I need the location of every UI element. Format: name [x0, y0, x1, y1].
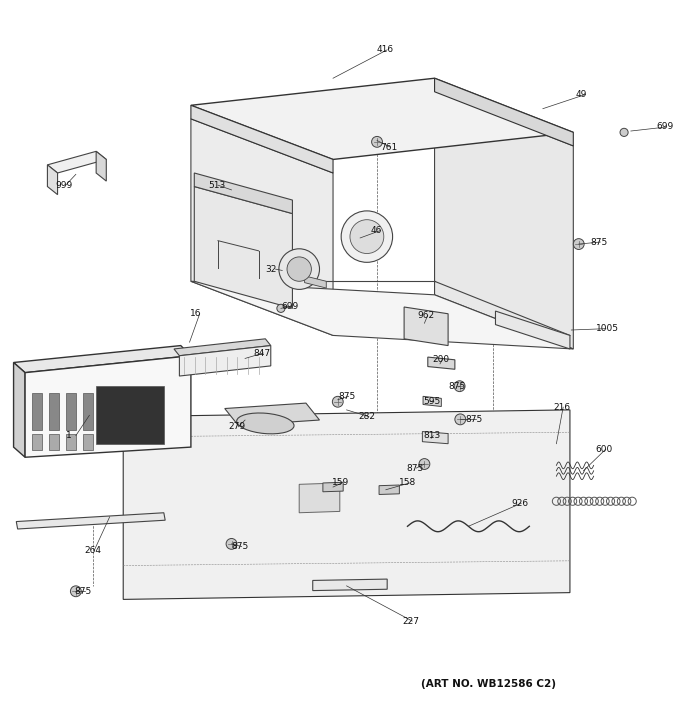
- Text: (ART NO. WB12586 C2): (ART NO. WB12586 C2): [421, 679, 556, 689]
- Polygon shape: [191, 105, 333, 173]
- Circle shape: [287, 257, 311, 281]
- Polygon shape: [194, 173, 292, 214]
- Polygon shape: [180, 346, 271, 376]
- Text: 46: 46: [371, 226, 381, 235]
- Bar: [32, 434, 42, 450]
- Circle shape: [71, 586, 81, 597]
- Text: 875: 875: [590, 238, 607, 247]
- Text: 49: 49: [575, 90, 587, 99]
- Circle shape: [279, 249, 320, 289]
- Polygon shape: [404, 307, 448, 346]
- Text: 875: 875: [339, 392, 356, 401]
- Circle shape: [277, 304, 285, 312]
- Text: 600: 600: [596, 444, 613, 454]
- Text: 962: 962: [418, 310, 435, 320]
- Polygon shape: [48, 152, 106, 173]
- Polygon shape: [305, 276, 326, 288]
- Text: 227: 227: [402, 616, 419, 626]
- Text: 200: 200: [432, 355, 449, 364]
- Bar: [82, 393, 92, 430]
- Bar: [96, 386, 164, 444]
- Polygon shape: [194, 186, 292, 308]
- Polygon shape: [191, 281, 573, 349]
- Ellipse shape: [237, 413, 294, 434]
- Bar: [82, 434, 92, 450]
- Polygon shape: [16, 513, 165, 529]
- Text: 595: 595: [424, 397, 441, 406]
- Polygon shape: [423, 397, 441, 407]
- Bar: [66, 393, 76, 430]
- Polygon shape: [48, 165, 58, 194]
- Bar: [49, 393, 59, 430]
- Circle shape: [419, 459, 430, 470]
- Polygon shape: [496, 311, 570, 349]
- Polygon shape: [174, 339, 271, 356]
- Text: 159: 159: [332, 478, 349, 487]
- Polygon shape: [25, 356, 191, 457]
- Text: 761: 761: [380, 143, 398, 152]
- Circle shape: [455, 414, 466, 425]
- Polygon shape: [379, 485, 399, 494]
- Polygon shape: [14, 362, 25, 457]
- Circle shape: [620, 128, 628, 136]
- Text: 16: 16: [190, 310, 201, 318]
- Polygon shape: [313, 579, 387, 591]
- Text: 282: 282: [359, 412, 376, 421]
- Circle shape: [573, 239, 584, 249]
- Text: 264: 264: [84, 546, 101, 555]
- Polygon shape: [191, 78, 573, 160]
- Circle shape: [226, 539, 237, 550]
- Text: 875: 875: [75, 587, 92, 596]
- Text: 847: 847: [253, 349, 270, 357]
- Text: 999: 999: [56, 181, 73, 190]
- Text: 813: 813: [423, 431, 441, 440]
- Polygon shape: [435, 92, 573, 349]
- Bar: [66, 434, 76, 450]
- Polygon shape: [428, 357, 455, 369]
- Text: 875: 875: [448, 382, 465, 392]
- Text: 416: 416: [377, 45, 394, 54]
- Polygon shape: [191, 119, 333, 336]
- Text: 513: 513: [208, 181, 225, 190]
- Text: 875: 875: [466, 415, 483, 424]
- Text: 216: 216: [553, 402, 570, 412]
- Bar: [32, 393, 42, 430]
- Circle shape: [350, 220, 384, 254]
- Polygon shape: [323, 482, 343, 492]
- Text: 875: 875: [231, 542, 249, 551]
- Polygon shape: [123, 410, 570, 600]
- Polygon shape: [435, 78, 573, 146]
- Circle shape: [341, 211, 392, 262]
- Text: 1: 1: [66, 431, 71, 440]
- Circle shape: [454, 381, 465, 392]
- Circle shape: [371, 136, 382, 147]
- Text: 699: 699: [281, 302, 298, 311]
- Text: 32: 32: [265, 265, 277, 273]
- Text: 699: 699: [657, 123, 674, 131]
- Polygon shape: [225, 403, 320, 426]
- Polygon shape: [96, 152, 106, 181]
- Text: 158: 158: [399, 478, 417, 487]
- Text: 926: 926: [511, 499, 528, 507]
- Polygon shape: [422, 431, 448, 444]
- Polygon shape: [299, 483, 340, 513]
- Text: 279: 279: [228, 422, 245, 431]
- Text: 1005: 1005: [596, 324, 619, 334]
- Polygon shape: [14, 346, 191, 373]
- Bar: [49, 434, 59, 450]
- Circle shape: [333, 397, 343, 407]
- Text: 875: 875: [406, 463, 424, 473]
